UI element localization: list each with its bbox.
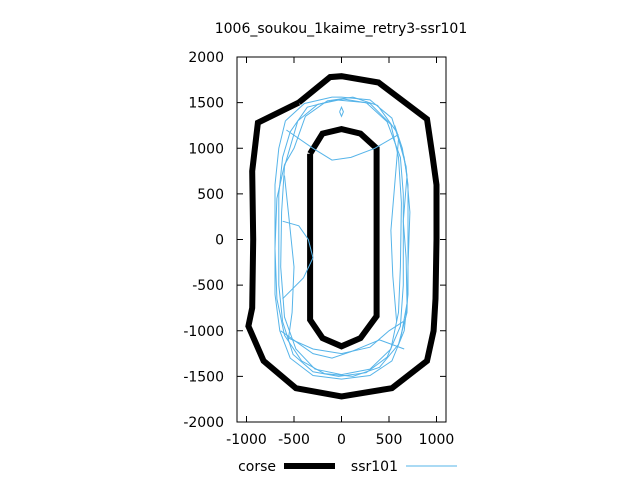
x-tick-label: 1000	[419, 432, 455, 448]
x-tick-label: 0	[337, 432, 346, 448]
y-tick-label: -1500	[183, 369, 224, 385]
y-tick-label: 0	[215, 233, 224, 249]
y-tick-label: 1500	[188, 96, 224, 112]
series-ssr101-line-7	[280, 330, 405, 359]
y-tick-label: 2000	[188, 50, 224, 66]
series-ssr101-line-4	[288, 321, 404, 355]
series-ssr101	[274, 96, 411, 380]
series-ssr101-line-5	[282, 220, 314, 300]
y-axis: -2000 -1500 -1000 -500 0 500 1000 1500 2000	[183, 50, 446, 431]
x-tick-label: -1000	[226, 432, 267, 448]
series-corse	[245, 73, 440, 400]
x-axis: -1000 -500 0 500 1000	[226, 57, 454, 448]
legend-label-ssr101: ssr101	[351, 459, 398, 475]
series-ssr101-line-6	[286, 129, 399, 161]
series-ssr101-line-2	[274, 96, 411, 377]
series-ssr101-line-3	[280, 98, 402, 376]
y-tick-label: -500	[192, 278, 224, 294]
y-tick-label: 1000	[188, 141, 224, 157]
chart-title: 1006_soukou_1kaime_retry3-ssr101	[215, 21, 468, 37]
series-ssr101-line-0	[274, 96, 409, 380]
y-tick-label: -1000	[183, 324, 224, 340]
y-tick-label: 500	[197, 187, 224, 203]
y-tick-label: -2000	[183, 415, 224, 431]
legend-label-corse: corse	[238, 459, 276, 475]
plot-data	[245, 73, 440, 400]
series-corse-line-1	[307, 126, 380, 350]
series-corse-line-0	[245, 73, 440, 400]
series-ssr101-line-9	[284, 175, 295, 340]
series-ssr101-line-11	[394, 125, 408, 340]
x-tick-label: 500	[376, 432, 403, 448]
x-tick-label: -500	[278, 432, 310, 448]
legend: corse ssr101	[238, 459, 457, 475]
series-ssr101-line-10	[390, 139, 399, 322]
series-ssr101-line-8	[339, 105, 344, 118]
